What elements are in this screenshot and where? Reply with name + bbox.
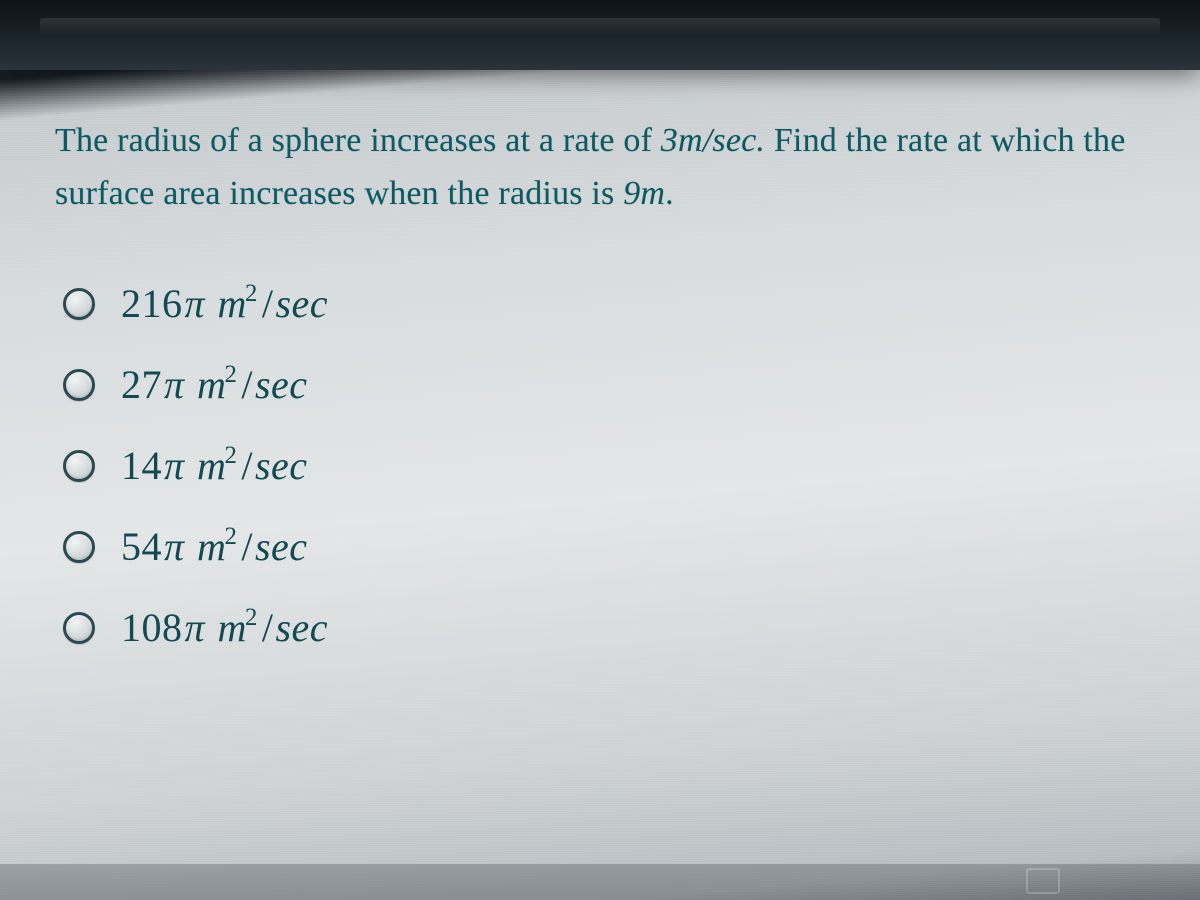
option-label: 108π m2/sec: [121, 604, 328, 651]
meter-symbol: m: [197, 362, 226, 407]
slash-symbol: /: [260, 281, 276, 326]
slash-symbol: /: [239, 443, 255, 488]
options-list: 216π m2/sec 27π m2/sec 14π m2/sec 54π m2…: [55, 280, 1145, 651]
pi-symbol: π: [162, 524, 187, 569]
radio-icon[interactable]: [63, 288, 95, 320]
option-row[interactable]: 14π m2/sec: [63, 442, 1145, 489]
unit-sec: sec: [255, 362, 308, 407]
option-label: 14π m2/sec: [121, 442, 308, 489]
exponent: 2: [224, 361, 237, 388]
exponent: 2: [224, 442, 237, 469]
question-block: The radius of a sphere increases at a ra…: [55, 115, 1145, 651]
slash-symbol: /: [239, 362, 255, 407]
slash-symbol: /: [239, 524, 255, 569]
meter-symbol: m: [197, 524, 226, 569]
pi-symbol: π: [183, 281, 208, 326]
radio-icon[interactable]: [63, 450, 95, 482]
option-coefficient: 14: [121, 443, 162, 488]
unit-sec: sec: [255, 443, 308, 488]
taskbar-hint: [0, 864, 1200, 900]
option-coefficient: 54: [121, 524, 162, 569]
unit-sec: sec: [275, 605, 328, 650]
radio-icon[interactable]: [63, 612, 95, 644]
exponent: 2: [245, 604, 258, 631]
option-row[interactable]: 108π m2/sec: [63, 604, 1145, 651]
option-coefficient: 216: [121, 281, 183, 326]
unit-sec: sec: [275, 281, 328, 326]
question-part-3: .: [665, 175, 674, 212]
option-label: 54π m2/sec: [121, 523, 308, 570]
option-row[interactable]: 54π m2/sec: [63, 523, 1145, 570]
option-label: 216π m2/sec: [121, 280, 328, 327]
option-row[interactable]: 216π m2/sec: [63, 280, 1145, 327]
unit-sec: sec: [255, 524, 308, 569]
pi-symbol: π: [162, 362, 187, 407]
pi-symbol: π: [183, 605, 208, 650]
exponent: 2: [224, 523, 237, 550]
meter-symbol: m: [218, 605, 247, 650]
radio-icon[interactable]: [63, 369, 95, 401]
slash-symbol: /: [260, 605, 276, 650]
window-top-bezel: [0, 0, 1200, 70]
radio-icon[interactable]: [63, 531, 95, 563]
option-label: 27π m2/sec: [121, 361, 308, 408]
bezel-inner-strip: [40, 18, 1160, 36]
exponent: 2: [245, 280, 258, 307]
pi-symbol: π: [162, 443, 187, 488]
option-coefficient: 108: [121, 605, 183, 650]
meter-symbol: m: [218, 281, 247, 326]
question-radius-value: 9m: [623, 175, 665, 212]
option-row[interactable]: 27π m2/sec: [63, 361, 1145, 408]
question-part-1: The radius of a sphere increases at a ra…: [55, 122, 661, 159]
meter-symbol: m: [197, 443, 226, 488]
question-rate-value: 3m/sec.: [661, 122, 765, 159]
question-text: The radius of a sphere increases at a ra…: [55, 115, 1145, 220]
option-coefficient: 27: [121, 362, 162, 407]
